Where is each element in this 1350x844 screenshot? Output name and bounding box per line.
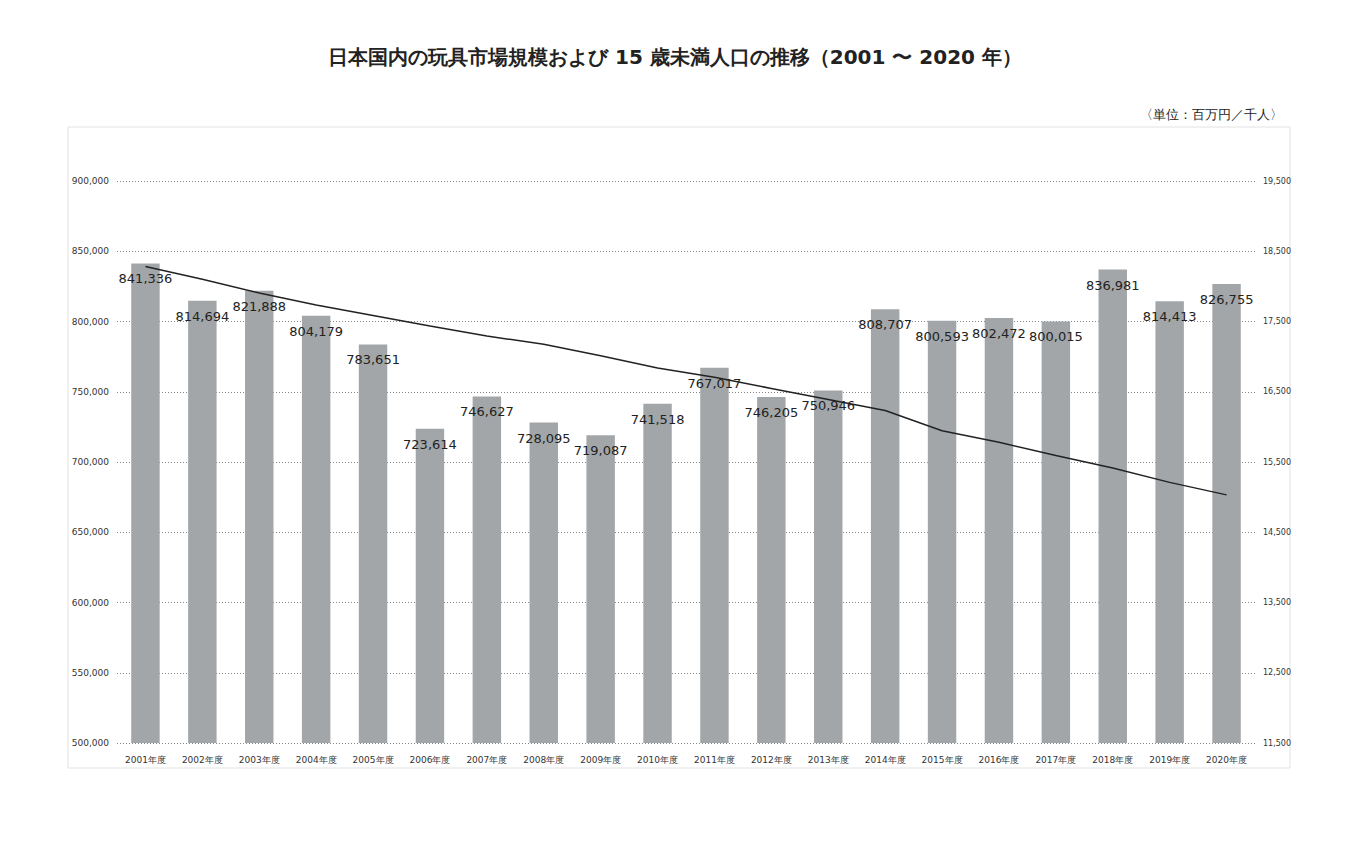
svg-text:13,500: 13,500 xyxy=(1263,598,1291,607)
svg-text:2014年度: 2014年度 xyxy=(865,755,906,765)
svg-text:16,500: 16,500 xyxy=(1263,387,1291,396)
svg-text:2008年度: 2008年度 xyxy=(523,755,564,765)
svg-text:2010年度: 2010年度 xyxy=(637,755,678,765)
svg-text:723,614: 723,614 xyxy=(403,437,457,452)
svg-text:日本国内の玩具市場規模および 15 歳未満人口の推移（200: 日本国内の玩具市場規模および 15 歳未満人口の推移（2001 〜 2020 年… xyxy=(328,45,1022,69)
svg-text:2009年度: 2009年度 xyxy=(580,755,621,765)
svg-text:719,087: 719,087 xyxy=(574,443,628,458)
svg-text:836,981: 836,981 xyxy=(1086,278,1140,293)
svg-text:728,095: 728,095 xyxy=(517,431,571,446)
svg-text:2007年度: 2007年度 xyxy=(466,755,507,765)
svg-text:741,518: 741,518 xyxy=(631,412,685,427)
svg-text:900,000: 900,000 xyxy=(72,176,109,186)
svg-text:783,651: 783,651 xyxy=(346,352,400,367)
svg-text:15,500: 15,500 xyxy=(1263,458,1291,467)
svg-text:12,500: 12,500 xyxy=(1263,668,1291,677)
svg-text:2012年度: 2012年度 xyxy=(751,755,792,765)
svg-text:2019年度: 2019年度 xyxy=(1149,755,1190,765)
svg-text:2013年度: 2013年度 xyxy=(808,755,849,765)
svg-text:750,946: 750,946 xyxy=(801,398,855,413)
svg-text:2011年度: 2011年度 xyxy=(694,755,735,765)
svg-text:11,500: 11,500 xyxy=(1263,739,1291,748)
svg-text:800,593: 800,593 xyxy=(915,329,969,344)
svg-text:750,000: 750,000 xyxy=(72,387,109,397)
svg-text:767,017: 767,017 xyxy=(687,375,742,391)
svg-text:650,000: 650,000 xyxy=(72,527,109,537)
svg-text:〈単位：百万円／千人〉: 〈単位：百万円／千人〉 xyxy=(1140,107,1283,122)
svg-text:18,500: 18,500 xyxy=(1263,247,1291,256)
svg-text:2001年度: 2001年度 xyxy=(125,755,166,765)
svg-text:826,755: 826,755 xyxy=(1200,292,1254,307)
svg-text:821,888: 821,888 xyxy=(232,299,286,314)
svg-text:800,015: 800,015 xyxy=(1029,329,1083,344)
svg-text:850,000: 850,000 xyxy=(72,246,109,256)
svg-text:746,205: 746,205 xyxy=(744,405,798,420)
svg-text:2020年度: 2020年度 xyxy=(1206,755,1247,765)
svg-text:814,694: 814,694 xyxy=(175,309,229,324)
svg-text:550,000: 550,000 xyxy=(72,668,109,678)
svg-text:802,472: 802,472 xyxy=(972,326,1026,341)
svg-text:841,336: 841,336 xyxy=(119,271,173,286)
svg-text:2004年度: 2004年度 xyxy=(296,755,337,765)
svg-text:2015年度: 2015年度 xyxy=(922,755,963,765)
svg-text:500,000: 500,000 xyxy=(72,738,109,748)
svg-text:2017年度: 2017年度 xyxy=(1035,755,1076,765)
svg-text:746,627: 746,627 xyxy=(460,404,514,419)
svg-text:2005年度: 2005年度 xyxy=(353,755,394,765)
svg-text:2006年度: 2006年度 xyxy=(409,755,450,765)
svg-text:2018年度: 2018年度 xyxy=(1092,755,1133,765)
svg-text:600,000: 600,000 xyxy=(72,598,109,608)
svg-text:17,500: 17,500 xyxy=(1263,317,1291,326)
svg-text:2002年度: 2002年度 xyxy=(182,755,223,765)
svg-text:2016年度: 2016年度 xyxy=(978,755,1019,765)
svg-text:804,179: 804,179 xyxy=(289,324,343,339)
svg-text:2003年度: 2003年度 xyxy=(239,755,280,765)
svg-text:808,707: 808,707 xyxy=(858,317,912,332)
svg-text:19,500: 19,500 xyxy=(1263,177,1291,186)
svg-text:14,500: 14,500 xyxy=(1263,528,1291,537)
svg-text:814,413: 814,413 xyxy=(1143,309,1197,324)
svg-text:700,000: 700,000 xyxy=(72,457,109,467)
svg-text:800,000: 800,000 xyxy=(72,317,109,327)
